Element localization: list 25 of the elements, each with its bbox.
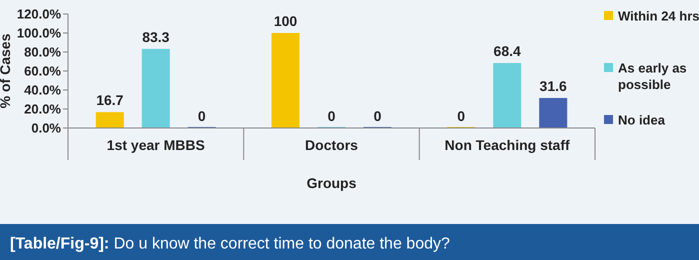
y-tick-label: 20.0% — [24, 102, 62, 117]
legend-label: Within 24 hrs — [618, 8, 699, 24]
legend-label: As early as possible — [618, 60, 687, 92]
x-tick-label: Non Teaching staff — [444, 137, 570, 153]
x-tick-label: 1st year MBBS — [106, 137, 205, 153]
data-label: 83.3 — [142, 28, 170, 45]
data-label: 0 — [457, 108, 466, 124]
y-tick-label: 60.0% — [24, 64, 62, 79]
data-label: 0 — [374, 108, 382, 124]
data-label: 0 — [198, 108, 206, 124]
legend-label: No idea — [618, 112, 666, 128]
y-tick-label: 80.0% — [24, 44, 62, 60]
data-label: 31.6 — [540, 78, 568, 94]
data-label: 68.4 — [494, 43, 522, 60]
y-tick-label: 120.0% — [16, 6, 62, 22]
x-tick-label: Doctors — [305, 137, 358, 153]
y-tick-label: 40.0% — [24, 82, 62, 98]
data-label: 0 — [328, 108, 336, 124]
text: [Table/Fig-9]: Do u know the correct time to donate the body? — [10, 236, 450, 253]
y-tick-label: 100.0% — [16, 26, 62, 41]
y-axis-title: % of Cases — [0, 33, 13, 108]
data-label: 16.7 — [96, 92, 124, 108]
y-tick-label: 0.0% — [31, 120, 62, 136]
data-label: 100 — [274, 13, 298, 29]
x-axis-title: Groups — [306, 175, 357, 191]
